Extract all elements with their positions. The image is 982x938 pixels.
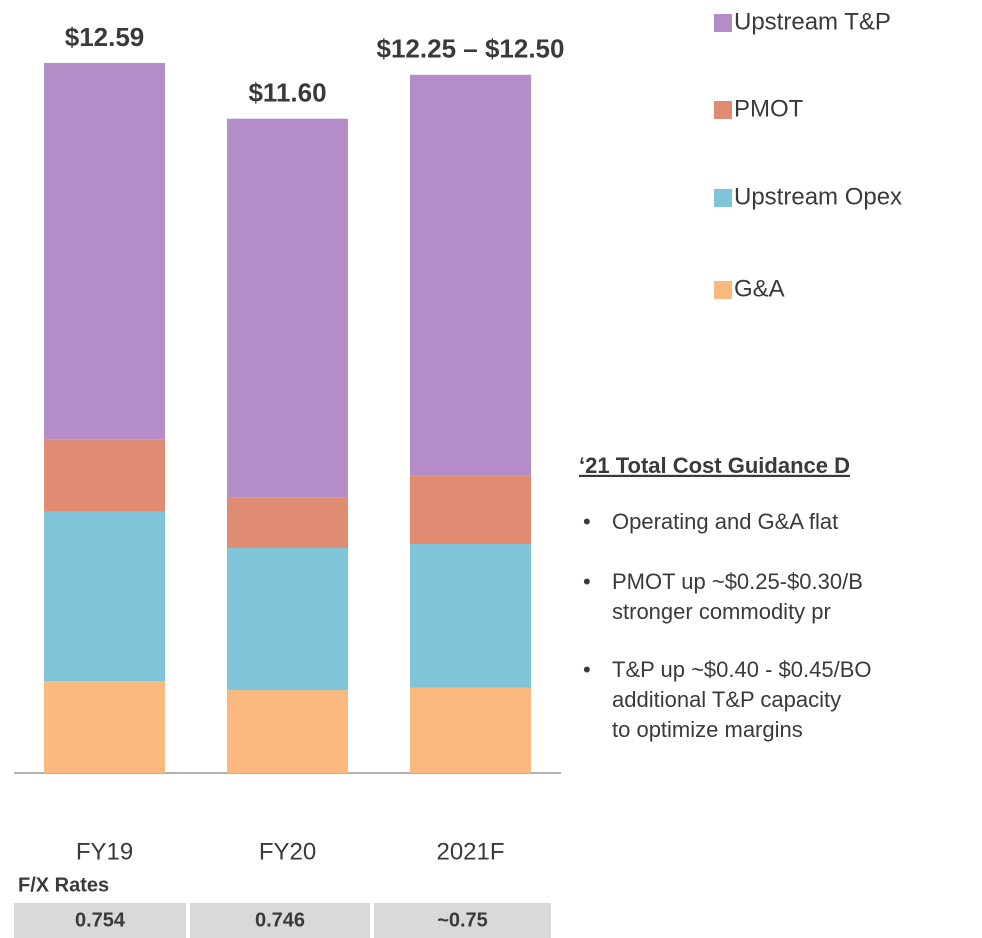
bar-segment xyxy=(410,544,531,688)
bullet-dot: • xyxy=(583,509,591,534)
legend-swatch xyxy=(714,189,732,207)
bullet-dot: • xyxy=(583,657,591,682)
bar-segment xyxy=(44,511,165,682)
bar-segment xyxy=(227,497,348,548)
x-tick-label: 2021F xyxy=(436,838,504,865)
bar-segment xyxy=(44,62,165,440)
total-label: $12.59 xyxy=(65,22,145,52)
fx-cell xyxy=(190,903,370,938)
bar-segment xyxy=(227,118,348,498)
bullet-text: Operating and G&A flat xyxy=(612,509,838,534)
total-label: $11.60 xyxy=(248,78,326,108)
legend-label: Upstream T&P xyxy=(734,8,891,35)
fx-cell xyxy=(14,903,186,938)
fx-value: 0.746 xyxy=(255,909,305,931)
bar-segment xyxy=(227,690,348,773)
fx-value: ~0.75 xyxy=(437,909,488,931)
legend-label: PMOT xyxy=(734,95,804,122)
bullet-dot: • xyxy=(583,569,591,594)
bullet-text: PMOT up ~$0.25-$0.30/B xyxy=(612,569,863,594)
bullet-text: additional T&P capacity xyxy=(612,687,841,712)
x-tick-label: FY19 xyxy=(76,838,133,865)
bar-segment xyxy=(227,547,348,691)
bar-segment xyxy=(44,681,165,773)
total-label: $12.25 – $12.50 xyxy=(377,34,565,64)
bar-segment xyxy=(410,74,531,476)
notes-heading: ‘21 Total Cost Guidance D xyxy=(579,453,850,478)
bullet-text: stronger commodity pr xyxy=(612,599,831,624)
legend-swatch xyxy=(714,101,732,119)
legend-label: G&A xyxy=(734,275,785,302)
bullet-text: T&P up ~$0.40 - $0.45/BO xyxy=(612,657,872,682)
bar-segment xyxy=(410,687,531,773)
x-tick-label: FY20 xyxy=(259,838,316,865)
bullet-text: to optimize margins xyxy=(612,717,803,742)
bar-segment xyxy=(44,439,165,512)
legend-swatch xyxy=(714,281,732,299)
fx-value: 0.754 xyxy=(75,909,126,931)
fx-title: F/X Rates xyxy=(18,874,109,896)
fx-cell xyxy=(374,903,551,938)
legend-swatch xyxy=(714,14,732,32)
legend-label: Upstream Opex xyxy=(734,183,902,210)
bar-segment xyxy=(410,475,531,545)
